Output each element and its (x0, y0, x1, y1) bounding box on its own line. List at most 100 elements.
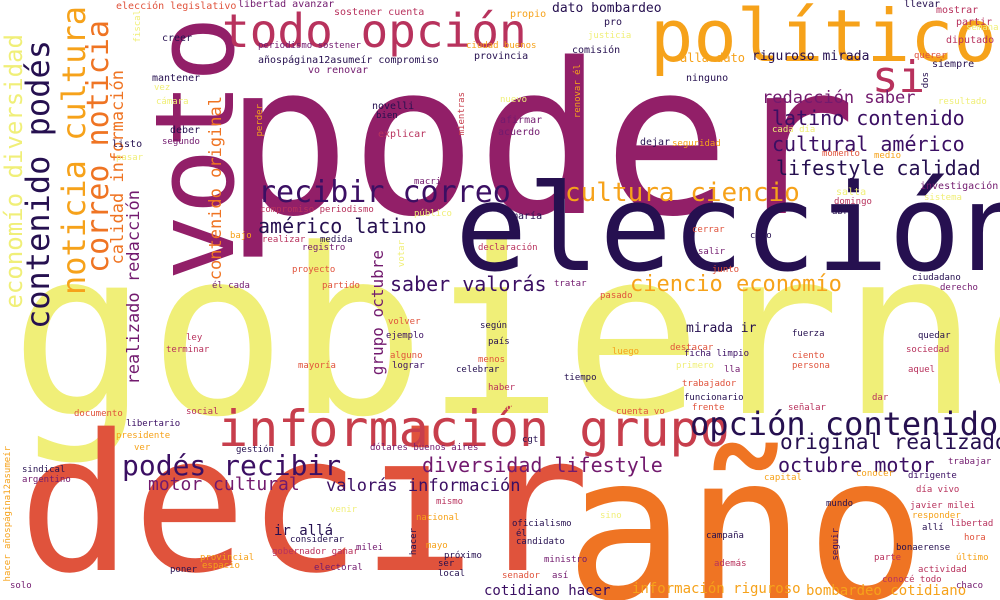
cloud-word: gobernador ganar (272, 547, 359, 557)
cloud-word: así (552, 571, 569, 581)
cloud-word: declaración (478, 243, 538, 253)
cloud-word: luego (612, 347, 640, 357)
cloud-word: bien (376, 111, 398, 121)
cloud-word: frente (692, 403, 725, 413)
cloud-word: allí (922, 523, 944, 533)
cloud-word: segundo (162, 137, 200, 147)
cloud-word: solo (10, 581, 32, 591)
cloud-word: deber (170, 125, 201, 136)
cloud-word: nuevo (500, 95, 528, 105)
cloud-word: redacción saber (762, 88, 916, 108)
cloud-word: último (956, 553, 989, 563)
cloud-word: dólares buenos aires (370, 443, 479, 453)
cloud-word: macri (414, 177, 442, 187)
cloud-word: opción contenido (690, 405, 999, 443)
cloud-word: trabajar (948, 457, 992, 467)
cloud-word: mayo (426, 541, 448, 551)
cloud-word: siempre (932, 59, 975, 70)
cloud-word: bonaerense (896, 543, 951, 553)
cloud-word: actividad (918, 565, 967, 575)
cloud-word: alguno (390, 351, 423, 361)
cloud-word: afirmar (500, 115, 543, 126)
cloud-word: conocer (856, 469, 894, 479)
cloud-word: libertad avanzar (238, 0, 335, 10)
cloud-word: sindical (22, 465, 66, 475)
cloud-word: original realizado (780, 430, 1000, 454)
cloud-word: libertad (950, 519, 994, 529)
cloud-word: poner (170, 565, 198, 575)
cloud-word: oficialismo (512, 519, 572, 529)
cloud-word: sistema (924, 193, 962, 203)
cloud-word: propio (510, 9, 547, 20)
cloud-word: querer (914, 51, 947, 61)
cloud-word: acuerdo (498, 127, 541, 138)
cloud-word: público (414, 209, 452, 219)
cloud-word: allá dato (680, 51, 746, 65)
cloud-word: abril (832, 207, 860, 217)
cloud-word: saber valorás (390, 272, 547, 296)
cloud-word: derecho (940, 283, 978, 293)
cloud-word: cultura ciencio (565, 178, 800, 208)
cloud-word: fiscal (133, 10, 143, 43)
cloud-word: aquel (908, 365, 936, 375)
cloud-word: nacional (416, 513, 460, 523)
cloud-word: medio (874, 151, 902, 161)
cloud-word: caso (750, 231, 772, 241)
cloud-word: contenido original (206, 96, 226, 281)
cloud-word: recibir correo (258, 175, 511, 210)
cloud-word: celebrar (456, 365, 500, 375)
cloud-word: cada día (772, 125, 816, 135)
cloud-word: explicar (378, 129, 427, 140)
cloud-word: ciudadano (912, 273, 961, 283)
cloud-word: elección legislativo (116, 1, 237, 12)
cloud-word: américo latino (258, 214, 427, 238)
cloud-word: diputado (946, 35, 995, 46)
cloud-word: pasado (600, 291, 633, 301)
cloud-word: capital (764, 473, 802, 483)
cloud-word: sociedad (906, 345, 950, 355)
cloud-word: conocé todo (882, 575, 942, 585)
cloud-word: información grupo (218, 400, 730, 458)
cloud-word: cuenta vo (616, 407, 665, 417)
cloud-word: ciento (792, 351, 825, 361)
cloud-word: domingo (834, 197, 872, 207)
cloud-word: podés recibir (122, 449, 342, 482)
cloud-word: hacer (409, 528, 419, 556)
cloud-word: mientras (457, 92, 467, 136)
cloud-word: vo renovar (308, 65, 369, 76)
cloud-word: motor cultural (148, 474, 300, 495)
cloud-word: partido (322, 281, 360, 291)
cloud-word: cultural américo (772, 132, 965, 156)
cloud-word: bajo (230, 231, 252, 241)
cloud-word: considerar (290, 535, 345, 545)
cloud-word: pro (604, 17, 623, 28)
cloud-word: ejemplo (386, 331, 424, 341)
cloud-word: información riguroso (632, 581, 801, 597)
cloud-word: terminar (166, 345, 210, 355)
cloud-word: dirigente (908, 471, 957, 481)
cloud-word: realizar (262, 235, 306, 245)
cloud-word: latino contenido (772, 106, 965, 130)
cloud-word: valorás información (326, 476, 521, 496)
cloud-word: presidente (116, 431, 171, 441)
cloud-word: tratar (554, 279, 587, 289)
cloud-word: menos (478, 355, 506, 365)
cloud-word: ir allá (274, 523, 334, 539)
cloud-word: hora (964, 533, 986, 543)
cloud-word: parte (874, 553, 902, 563)
cloud-word: ver (134, 443, 151, 453)
cloud-word: realizado redacción (124, 190, 144, 385)
cloud-word: comisión (572, 45, 621, 56)
cloud-word: dar (872, 393, 889, 403)
cloud-word: persona (792, 361, 830, 371)
cloud-word: candidato (516, 537, 565, 547)
cloud-word: gestión (236, 445, 274, 455)
cloud-word: asegurar (490, 403, 534, 413)
cloud-word: además (714, 559, 747, 569)
cloud-word: trabajador (682, 379, 737, 389)
cloud-word: bombardeo cotidiano (806, 583, 967, 599)
cloud-word: lla (724, 365, 741, 375)
cloud-word: renovar él (573, 64, 583, 119)
cloud-word: él (516, 529, 527, 539)
cloud-word: javier milei (910, 501, 976, 511)
